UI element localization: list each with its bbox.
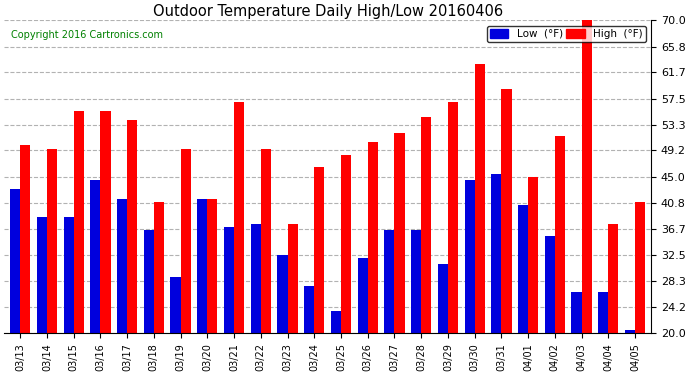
Bar	[464, 180, 475, 333]
Bar	[341, 155, 351, 333]
Bar	[609, 224, 618, 333]
Bar	[598, 292, 609, 333]
Bar	[207, 199, 217, 333]
Bar	[475, 64, 485, 333]
Bar	[197, 199, 207, 333]
Bar	[261, 148, 271, 333]
Bar	[582, 20, 592, 333]
Bar	[47, 148, 57, 333]
Bar	[234, 102, 244, 333]
Bar	[625, 330, 635, 333]
Bar	[117, 199, 127, 333]
Bar	[395, 133, 404, 333]
Bar	[528, 177, 538, 333]
Bar	[74, 111, 83, 333]
Bar	[127, 120, 137, 333]
Bar	[170, 277, 181, 333]
Bar	[357, 258, 368, 333]
Legend: Low  (°F), High  (°F): Low (°F), High (°F)	[486, 26, 646, 42]
Bar	[181, 148, 190, 333]
Bar	[437, 264, 448, 333]
Bar	[544, 236, 555, 333]
Bar	[63, 217, 74, 333]
Bar	[10, 189, 20, 333]
Bar	[518, 205, 528, 333]
Text: Copyright 2016 Cartronics.com: Copyright 2016 Cartronics.com	[10, 30, 163, 40]
Bar	[304, 286, 314, 333]
Bar	[154, 202, 164, 333]
Bar	[635, 202, 645, 333]
Bar	[20, 146, 30, 333]
Title: Outdoor Temperature Daily High/Low 20160406: Outdoor Temperature Daily High/Low 20160…	[152, 4, 503, 19]
Bar	[502, 89, 511, 333]
Bar	[144, 230, 154, 333]
Bar	[314, 167, 324, 333]
Bar	[368, 142, 378, 333]
Bar	[384, 230, 395, 333]
Bar	[491, 174, 502, 333]
Bar	[101, 111, 110, 333]
Bar	[250, 224, 261, 333]
Bar	[411, 230, 421, 333]
Bar	[224, 227, 234, 333]
Bar	[331, 311, 341, 333]
Bar	[448, 102, 458, 333]
Bar	[90, 180, 101, 333]
Bar	[421, 117, 431, 333]
Bar	[555, 136, 565, 333]
Bar	[277, 255, 288, 333]
Bar	[37, 217, 47, 333]
Bar	[571, 292, 582, 333]
Bar	[288, 224, 297, 333]
